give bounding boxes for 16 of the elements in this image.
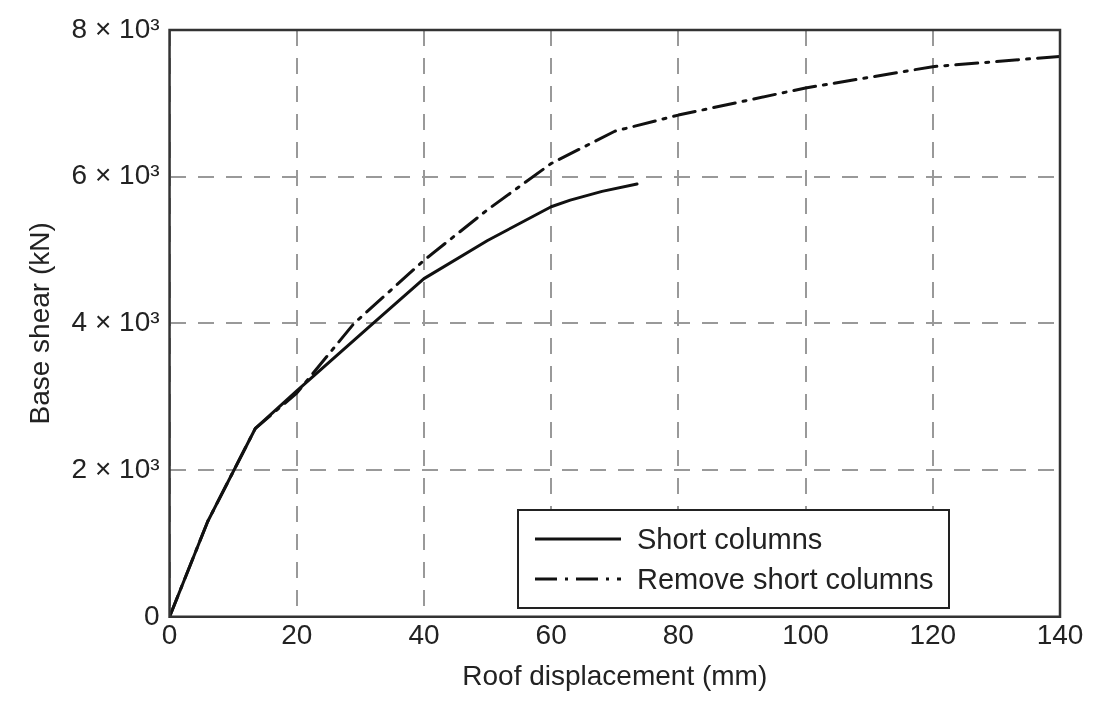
y-tick-label: 0 — [143, 599, 160, 631]
x-tick-label: 60 — [535, 619, 567, 651]
legend-label: Short columns — [637, 521, 823, 557]
y-tick-label: 4 × 10³ — [71, 306, 160, 338]
x-tick-label: 140 — [1036, 619, 1084, 651]
x-tick-label: 100 — [782, 619, 829, 651]
x-axis-title: Roof displacement (mm) — [462, 659, 768, 691]
x-tick-label: 20 — [281, 619, 313, 651]
legend-label: Remove short columns — [637, 561, 934, 597]
x-tick-label: 40 — [408, 619, 440, 651]
y-tick-label: 8 × 10³ — [71, 12, 160, 44]
x-tick-label: 80 — [662, 619, 694, 651]
x-tick-label: 120 — [909, 619, 957, 651]
y-tick-label: 2 × 10³ — [71, 452, 160, 484]
y-tick-label: 6 × 10³ — [71, 159, 160, 191]
y-axis-title: Base shear (kN) — [23, 222, 55, 425]
